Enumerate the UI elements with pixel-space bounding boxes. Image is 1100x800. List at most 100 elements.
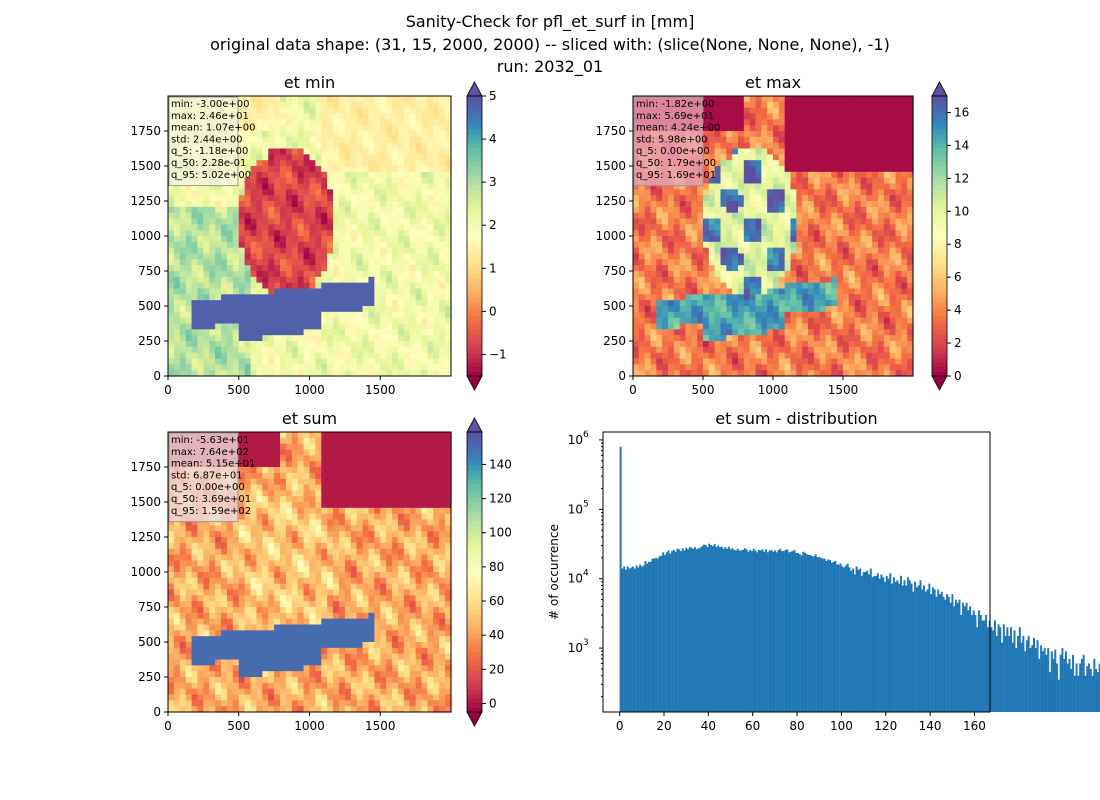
heatmap-cell [685, 317, 692, 325]
heatmap-cell [901, 236, 908, 243]
heatmap-cell [854, 346, 862, 354]
heatmap-cell [633, 195, 640, 202]
heatmap-cell [427, 329, 434, 336]
heatmap-cell [714, 276, 722, 284]
heatmap-cell [238, 142, 246, 150]
heatmap-cell [191, 201, 199, 208]
heatmap-cell [215, 335, 222, 342]
heatmap-cell [315, 119, 322, 126]
heatmap-cell [825, 317, 832, 325]
heatmap-cell [685, 294, 692, 301]
heatmap-cell [819, 241, 827, 249]
heatmap-cell [738, 107, 745, 115]
heatmap-cell [638, 370, 646, 377]
heatmap-cell [380, 352, 387, 360]
heatmap-cell [232, 288, 240, 295]
heatmap-cell [291, 370, 299, 377]
heatmap-cell [685, 265, 692, 272]
heatmap-cell [244, 294, 252, 301]
heatmap-cell [819, 113, 827, 120]
heatmap-cell [397, 288, 405, 295]
heatmap-cell [650, 370, 657, 377]
heatmap-cell [708, 142, 716, 150]
heatmap-cell [350, 136, 358, 144]
heatmap-cell [368, 148, 375, 155]
heatmap-cell [350, 276, 358, 284]
heatmap-cell [433, 253, 440, 260]
heatmap-cell [262, 271, 269, 278]
heatmap-cell [819, 358, 827, 365]
heatmap-cell [679, 323, 687, 330]
heatmap-cell [854, 276, 862, 284]
heatmap-cell [262, 148, 269, 155]
colorbar-segment [932, 184, 947, 190]
heatmap-cell [209, 282, 216, 290]
heatmap-cell [262, 101, 269, 109]
heatmap-cell [362, 329, 370, 336]
heatmap-cell [374, 364, 381, 371]
heatmap-cell [691, 247, 698, 255]
heatmap-cell [831, 171, 838, 179]
heatmap-cell [650, 253, 657, 260]
heatmap-cell [403, 358, 411, 365]
heatmap-cell [726, 335, 733, 342]
heatmap-cell [796, 300, 803, 307]
heatmap-cell [392, 96, 399, 103]
heatmap-cell [773, 300, 780, 307]
colorbar-tick-label: 1 [489, 261, 497, 275]
heatmap-cell [321, 288, 328, 295]
heatmap-cell [321, 311, 328, 319]
heatmap-cell [215, 306, 222, 313]
heatmap-cell [362, 154, 370, 161]
heatmap-cell [338, 101, 346, 109]
heatmap-cell [309, 212, 316, 220]
heatmap-cell [883, 346, 891, 354]
heatmap-cell [708, 224, 716, 231]
heatmap-cell [901, 142, 908, 150]
heatmap-cell [714, 218, 722, 225]
heatmap-cell [368, 358, 375, 365]
heatmap-cell [321, 341, 328, 348]
colorbar-segment [467, 128, 482, 134]
heatmap-cell [185, 358, 193, 365]
heatmap-cell [901, 206, 908, 214]
heatmap-cell [173, 519, 181, 526]
colorbar-segment [467, 96, 482, 102]
heatmap-cell [309, 177, 316, 185]
heatmap-cell [327, 206, 334, 214]
heatmap-cell [749, 160, 757, 167]
heatmap-cell [743, 247, 751, 255]
heatmap-cell [333, 282, 340, 290]
heatmap-cell [262, 195, 269, 202]
heatmap-cell [691, 201, 698, 208]
heatmap-cell [720, 253, 727, 260]
heatmap-cell [173, 525, 181, 532]
heatmap-cell [303, 195, 311, 202]
heatmap-cell [796, 166, 803, 173]
heatmap-cell [895, 282, 902, 290]
heatmap-cell [256, 241, 263, 249]
heatmap-cell [790, 171, 797, 179]
heatmap-cell [421, 125, 429, 132]
heatmap-cell [638, 236, 646, 243]
heatmap-cell [726, 311, 733, 319]
heatmap-cell [813, 206, 821, 214]
heatmap-cell [889, 370, 897, 377]
heatmap-cell [784, 201, 792, 208]
heatmap-cell [732, 154, 739, 161]
heatmap-cell [889, 230, 897, 237]
heatmap-cell [397, 276, 405, 284]
x-tick-label: 1000 [758, 383, 789, 397]
heatmap-cell [796, 224, 803, 231]
heatmap-cell [691, 352, 698, 360]
heatmap-cell [883, 306, 891, 313]
colorbar-segment [467, 287, 482, 293]
heatmap-cell [344, 113, 352, 120]
heatmap-cell [714, 329, 722, 336]
heatmap-cell [392, 224, 399, 231]
heatmap-cell [173, 630, 181, 637]
heatmap-cell [813, 107, 821, 115]
heatmap-cell [179, 671, 187, 678]
heatmap-cell [889, 125, 897, 132]
heatmap-cell [427, 119, 434, 126]
